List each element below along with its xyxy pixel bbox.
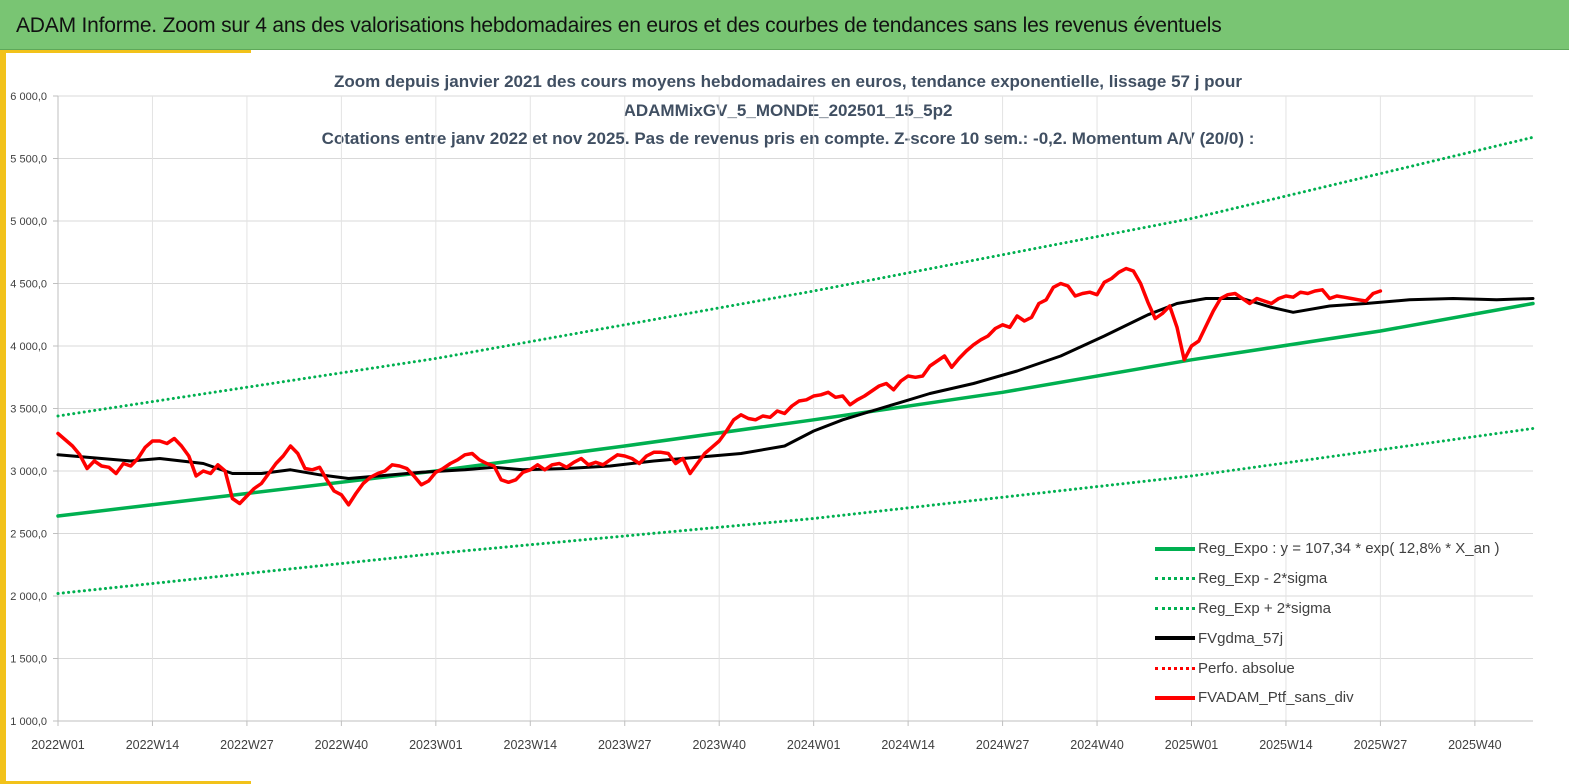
legend-swatch-reg-expo [1155, 546, 1195, 551]
legend-item-fvadam: FVADAM_Ptf_sans_div [1155, 683, 1499, 713]
y-tick-label: 6 000,0 [10, 91, 47, 103]
banner-title: ADAM Informe. Zoom sur 4 ans des valoris… [16, 14, 1222, 37]
legend-swatch-fvgdma [1155, 636, 1195, 641]
chart-title-line-3: Cotations entre janv 2022 et nov 2025. P… [321, 129, 1255, 148]
x-tick-label: 2024W14 [881, 738, 935, 752]
legend-item-reg-exp-minus: Reg_Exp - 2*sigma [1155, 564, 1499, 594]
legend-label-fvadam: FVADAM_Ptf_sans_div [1198, 689, 1354, 707]
legend-item-perfo-absolue: Perfo. absolue [1155, 653, 1499, 683]
frame-border-bottom [0, 781, 251, 784]
y-tick-label: 5 500,0 [10, 154, 47, 166]
legend-label-reg-exp-plus: Reg_Exp + 2*sigma [1198, 599, 1331, 617]
x-tick-label: 2024W27 [976, 738, 1030, 752]
x-tick-label: 2025W01 [1165, 738, 1219, 752]
y-tick-label: 1 500,0 [10, 654, 47, 666]
legend-swatch-perfo-absolue [1155, 666, 1195, 670]
x-tick-label: 2024W40 [1070, 738, 1124, 752]
y-tick-label: 1 000,0 [10, 716, 47, 728]
legend-swatch-reg-exp-minus [1155, 577, 1195, 581]
x-tick-label: 2024W01 [787, 738, 841, 752]
x-tick-label: 2023W27 [598, 738, 652, 752]
y-tick-label: 5 000,0 [10, 216, 47, 228]
header-banner: ADAM Informe. Zoom sur 4 ans des valoris… [0, 0, 1569, 50]
x-tick-label: 2025W40 [1448, 738, 1502, 752]
legend-label-perfo-absolue: Perfo. absolue [1198, 659, 1295, 677]
x-tick-label: 2025W14 [1259, 738, 1313, 752]
legend-label-reg-expo: Reg_Expo : y = 107,34 * exp( 12,8% * X_a… [1198, 540, 1500, 558]
x-tick-label: 2022W27 [220, 738, 274, 752]
legend-swatch-fvadam [1155, 695, 1195, 700]
x-tick-label: 2023W14 [504, 738, 558, 752]
y-tick-label: 4 000,0 [10, 341, 47, 353]
legend-label-reg-exp-minus: Reg_Exp - 2*sigma [1198, 570, 1328, 588]
series-reg-exp-plus-2sigma [56, 135, 1535, 418]
x-tick-label: 2022W14 [126, 738, 180, 752]
y-tick-label: 2 000,0 [10, 591, 47, 603]
x-tick-label: 2023W40 [692, 738, 746, 752]
series-fvadam-ptf-sans-div [56, 266, 1383, 507]
x-tick-label: 2025W27 [1354, 738, 1408, 752]
chart-legend: Reg_Expo : y = 107,34 * exp( 12,8% * X_a… [1155, 534, 1499, 713]
frame-border-left [0, 50, 6, 784]
legend-item-reg-exp-plus: Reg_Exp + 2*sigma [1155, 594, 1499, 624]
series-reg-expo [56, 301, 1535, 518]
chart-title-line-2: ADAMMixGV_5_MONDE_202501_15_5p2 [623, 101, 953, 120]
legend-item-fvgdma: FVgdma_57j [1155, 623, 1499, 653]
legend-item-reg-expo: Reg_Expo : y = 107,34 * exp( 12,8% * X_a… [1155, 534, 1499, 564]
legend-label-fvgdma: FVgdma_57j [1198, 629, 1284, 647]
legend-swatch-reg-exp-plus [1155, 606, 1195, 610]
y-tick-label: 4 500,0 [10, 279, 47, 291]
x-tick-label: 2022W01 [31, 738, 85, 752]
chart-title-line-1: Zoom depuis janvier 2021 des cours moyen… [334, 72, 1242, 91]
y-tick-label: 3 000,0 [10, 466, 47, 478]
frame-border-top [6, 50, 251, 53]
y-tick-label: 2 500,0 [10, 529, 47, 541]
series-fvgdma-57j [56, 297, 1535, 480]
x-tick-label: 2023W01 [409, 738, 463, 752]
x-tick-label: 2022W40 [315, 738, 369, 752]
series-reg-exp-minus-2sigma [56, 427, 1535, 595]
y-tick-label: 3 500,0 [10, 404, 47, 416]
